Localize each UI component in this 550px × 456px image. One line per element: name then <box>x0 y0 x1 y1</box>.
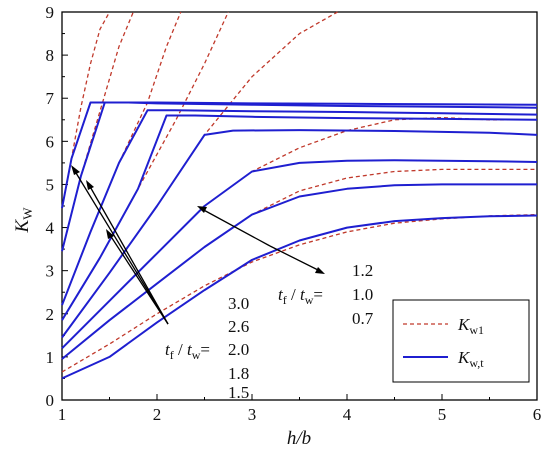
annotation-left-value-2: 2.6 <box>228 317 249 336</box>
arrow-head-right-2 <box>315 267 325 274</box>
annotation-left-value-4: 1.8 <box>228 364 249 383</box>
arrow-left-2 <box>87 182 169 325</box>
arrow-head-left-2 <box>86 180 94 190</box>
y-tick-label: 5 <box>46 175 55 194</box>
x-tick-label: 6 <box>533 405 542 424</box>
svg-text:KW: KW <box>12 207 35 234</box>
y-tick-label: 8 <box>46 46 55 65</box>
y-tick-label: 3 <box>46 262 55 281</box>
annotation-right-value-1: 1.2 <box>352 261 373 280</box>
y-tick-label: 0 <box>46 391 55 410</box>
y-axis-title-main: K <box>12 218 33 233</box>
series-line-kwt-2-6 <box>61 101 538 252</box>
arrow-heads <box>71 165 325 274</box>
series-line-kw1-1-8 <box>61 11 229 321</box>
annotation-left-value-5: 1.5 <box>228 383 249 402</box>
x-tick-label: 4 <box>343 405 352 424</box>
legend-box <box>392 299 530 383</box>
series-line-kwt-2-0 <box>61 109 538 306</box>
series-line-kwt-0-7 <box>61 214 538 380</box>
arrow-head-right-1 <box>197 206 207 213</box>
legend-label-solid: Kw,t <box>457 348 484 370</box>
arrow-right <box>199 207 271 247</box>
annotation-right-label: tf / tw= <box>278 285 323 307</box>
y-tick-label: 2 <box>46 305 55 324</box>
y-tick-label: 1 <box>46 348 55 367</box>
x-tick-label: 3 <box>248 405 257 424</box>
series-line-kwt-1-5 <box>61 129 538 339</box>
y-axis-title: KW <box>12 207 35 234</box>
arrow-head-left-3 <box>106 229 114 239</box>
arrow-head-left-1 <box>71 165 80 175</box>
x-axis-title: h/b <box>287 428 311 449</box>
legend: Kw1 Kw,t <box>392 299 530 383</box>
legend-label-dashed: Kw1 <box>457 315 484 337</box>
series-line-kw1-0-7 <box>61 213 538 373</box>
annotation-right-value-3: 0.7 <box>352 309 374 328</box>
annotation-left-value-3: 2.0 <box>228 340 249 359</box>
series-line-kwt-1-2 <box>61 159 538 350</box>
y-axis-title-sub: W <box>20 207 35 220</box>
annotation-arrows <box>72 167 323 325</box>
annotation-right-value-2: 1.0 <box>352 285 373 304</box>
series-line-kwt-1-8 <box>61 114 538 321</box>
y-tick-label: 4 <box>46 219 55 238</box>
series-layer <box>61 11 538 380</box>
series-line-kwt-1-0 <box>61 183 537 360</box>
arrow-right-2 <box>269 245 323 273</box>
x-tick-label: 5 <box>438 405 447 424</box>
y-tick-label: 9 <box>46 3 55 22</box>
annotation-left-value-1: 3.0 <box>228 294 249 313</box>
y-tick-label: 6 <box>46 132 55 151</box>
x-tick-label: 2 <box>153 405 162 424</box>
x-tick-label: 1 <box>58 405 67 424</box>
y-tick-label: 7 <box>46 89 55 108</box>
arrow-left-3 <box>107 231 169 325</box>
annotation-left-label: tf / tw= <box>165 340 210 362</box>
arrow-left-1 <box>72 167 169 325</box>
